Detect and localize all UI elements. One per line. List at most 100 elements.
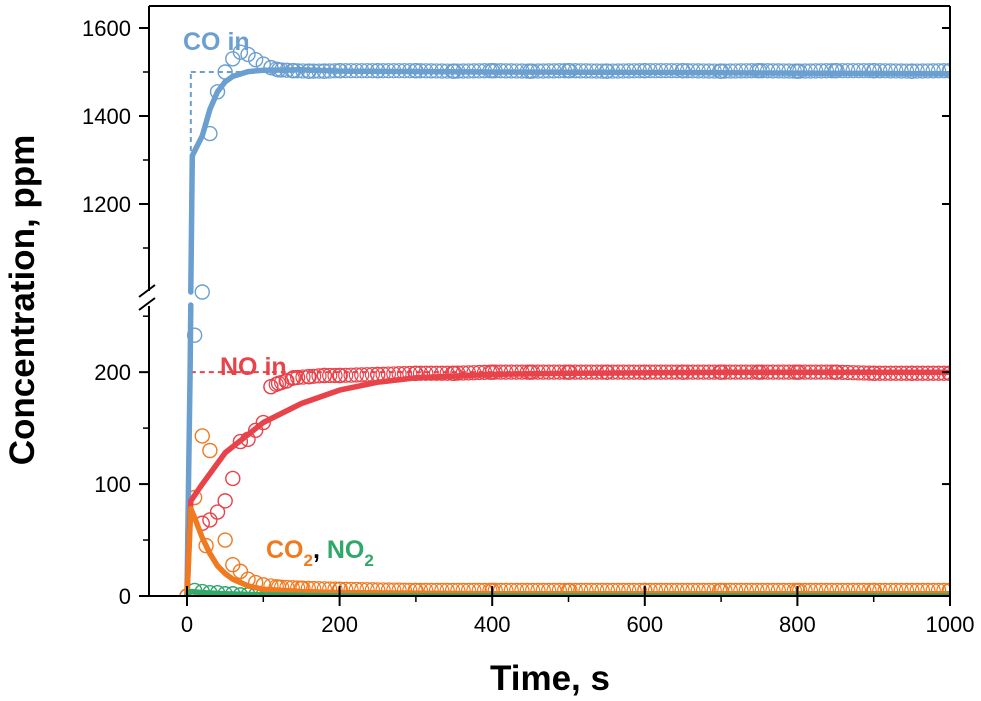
co2-dense-marker: [562, 582, 578, 596]
no-in-marker-6: [232, 433, 249, 450]
co2-marker-5: [217, 532, 233, 548]
co2-marker-2: [194, 428, 210, 444]
co2-dense-marker: [824, 582, 840, 596]
co2-dense-marker: [343, 581, 359, 596]
co2-dense-marker: [722, 582, 738, 596]
co2-dense-marker: [733, 582, 749, 596]
co2-dense-marker: [690, 582, 706, 596]
no-in-dense-marker: [284, 370, 300, 387]
co2-dense-marker: [428, 582, 445, 596]
co-in-marker-2: [209, 84, 226, 100]
no-in-marker-4: [217, 493, 233, 509]
y-upper-tick-label-1: 1400: [82, 104, 131, 129]
axis-break-mark-bottom: [138, 297, 156, 311]
co-in-fit-line: [188, 67, 950, 295]
co2-dense-marker: [455, 582, 471, 596]
no-in-marker-5: [225, 470, 241, 487]
co2-dense-marker: [663, 582, 680, 596]
co2-dense-marker: [418, 582, 434, 596]
co2-dense-marker: [658, 582, 674, 596]
co2-dense-marker: [605, 582, 621, 596]
co-in-marker-6: [240, 46, 256, 63]
co2-dense-marker: [535, 582, 551, 596]
co2-dense-marker: [898, 582, 915, 596]
axis-break-mark-top: [138, 284, 156, 298]
co2-dense-marker: [460, 582, 477, 596]
co-in-marker-0: [194, 284, 210, 300]
co2-dense-marker: [439, 582, 455, 596]
co2-dense-marker: [674, 582, 690, 596]
co2-dense-marker: [380, 582, 397, 596]
co2-dense-marker: [834, 582, 851, 596]
co2-dense-marker: [914, 582, 931, 596]
co-in-marker-5: [232, 44, 249, 60]
co2-dense-marker: [466, 582, 482, 596]
co2-dense-marker: [621, 582, 637, 596]
no-in-dense-marker: [327, 367, 343, 384]
co2-dense-marker: [840, 582, 856, 596]
co2-dense-marker: [679, 582, 696, 596]
co2-dense-marker: [450, 582, 466, 596]
y-upper-tick-label-2: 1600: [82, 16, 131, 41]
co2-dense-marker: [631, 582, 648, 596]
co2-dense-marker: [866, 582, 883, 596]
co2-dense-marker: [781, 582, 797, 596]
co2-dense-marker: [727, 582, 744, 596]
co2-dense-marker: [354, 582, 370, 596]
co2-dense-marker: [888, 582, 904, 596]
co2-dense-marker: [850, 582, 867, 596]
co2-dense-marker: [482, 582, 498, 596]
co2-dense-marker: [701, 582, 717, 596]
co2-dense-marker: [514, 582, 530, 596]
x-tick-label-4: 800: [779, 612, 816, 637]
no-in-dense-marker: [300, 369, 316, 385]
co2-dense-marker: [509, 582, 525, 596]
co2-dense-marker: [375, 582, 391, 596]
co-in-dense-marker: [936, 63, 950, 79]
y-lower-tick-label-0: 0: [119, 584, 131, 609]
co2-dense-marker: [920, 582, 936, 596]
co2-dense-marker: [359, 582, 375, 596]
co2-dense-marker: [551, 582, 567, 596]
no-in-dense-marker: [295, 369, 311, 385]
no-in-dense-marker: [354, 367, 370, 383]
no-in-dense-marker: [332, 367, 348, 384]
co-in-marker-30: [942, 62, 950, 79]
no-in-fit-line: [184, 369, 950, 596]
co2-dense-marker: [396, 582, 413, 596]
co2-dense-marker: [738, 582, 754, 596]
co2-dense-marker: [936, 582, 950, 596]
co-in-marker-7: [247, 51, 264, 68]
no-in-dense-marker: [290, 369, 306, 386]
co2-dense-marker: [567, 582, 583, 596]
no-in-dense-marker: [311, 368, 327, 384]
no-in-dense-marker: [418, 365, 434, 381]
co-in-label: CO in: [183, 28, 250, 56]
co2-dense-marker: [530, 582, 546, 596]
co2-dense-marker: [626, 582, 642, 596]
co2-dense-marker: [573, 582, 589, 596]
co2-dense-marker: [669, 582, 685, 596]
co2-dense-marker: [760, 582, 776, 596]
co2-marker-4: [202, 442, 218, 459]
no-in-dense-marker: [338, 367, 354, 383]
no-in-dense-marker: [306, 368, 322, 384]
co2-dense-marker: [557, 582, 573, 596]
no-in-dense-marker: [434, 365, 450, 381]
x-tick-label-1: 200: [321, 612, 358, 637]
co2-dense-marker: [471, 582, 487, 596]
co2-dense-marker: [364, 582, 381, 596]
co2-dense-marker: [872, 582, 888, 596]
co2-dense-marker: [749, 582, 765, 596]
co2-dense-marker: [348, 581, 364, 596]
co2-dense-marker: [909, 582, 925, 596]
no-in-marker-3: [209, 504, 226, 520]
co2-subscript: 2: [304, 551, 313, 570]
no-in-dense-marker: [439, 365, 455, 381]
co2-label: CO: [266, 536, 304, 564]
co2-dense-marker: [647, 582, 664, 596]
co2-dense-marker: [786, 582, 802, 596]
co2-dense-marker: [610, 582, 626, 596]
no-in-dense-marker: [348, 367, 364, 383]
co2-dense-marker: [423, 582, 439, 596]
